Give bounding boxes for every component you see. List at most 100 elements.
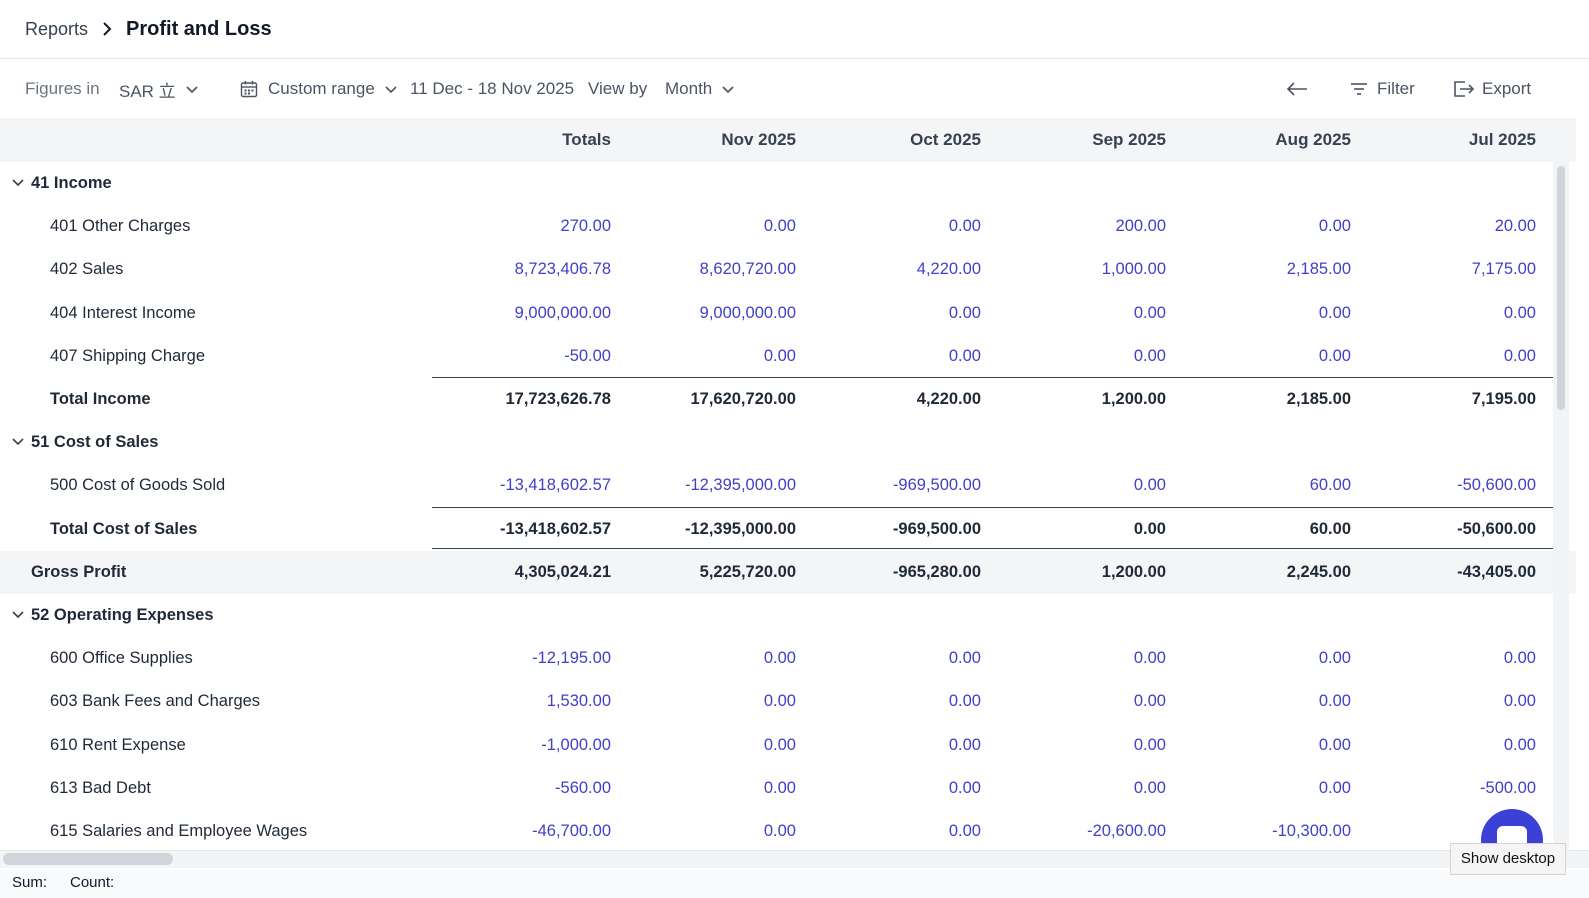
chevron-down-icon (385, 79, 397, 99)
date-range-select[interactable]: Custom range (240, 60, 397, 118)
cell-jul-2025[interactable]: -500.00 (1480, 779, 1536, 797)
table-row: 603 Bank Fees and Charges 1,530.00 0.00 0.0… (0, 680, 1576, 723)
cell-jul-2025[interactable]: 0.00 (1503, 304, 1536, 322)
column-header-jul-2025: Jul 2025 (1468, 130, 1536, 149)
cell-oct-2025: -965,280.00 (892, 563, 981, 581)
cell-aug-2025[interactable]: 2,185.00 (1286, 260, 1351, 278)
cell-totals[interactable]: -560.00 (555, 779, 611, 797)
cell-totals[interactable]: -12,195.00 (532, 649, 611, 667)
figures-in-label: Figures in (25, 60, 100, 118)
cell-oct-2025[interactable]: 0.00 (948, 649, 981, 667)
cell-totals: 17,723,626.78 (505, 390, 611, 408)
cell-nov-2025[interactable]: 0.00 (763, 779, 796, 797)
back-button[interactable] (1285, 60, 1309, 118)
cell-oct-2025[interactable]: 0.00 (948, 217, 981, 235)
cell-totals[interactable]: -50.00 (564, 347, 611, 365)
cell-aug-2025[interactable]: 0.00 (1318, 692, 1351, 710)
cell-aug-2025[interactable]: 0.00 (1318, 304, 1351, 322)
date-range-value[interactable]: 11 Dec - 18 Nov 2025 (410, 60, 574, 118)
cell-sep-2025[interactable]: 0.00 (1133, 304, 1166, 322)
export-button[interactable]: Export (1453, 60, 1531, 118)
cell-nov-2025[interactable]: -12,395,000.00 (684, 476, 796, 494)
cell-aug-2025: 2,185.00 (1286, 390, 1351, 408)
view-by-label: View by (588, 60, 647, 118)
cell-sep-2025[interactable]: 0.00 (1133, 736, 1166, 754)
cell-jul-2025[interactable]: 0.00 (1503, 347, 1536, 365)
cell-jul-2025[interactable]: -50,600.00 (1457, 476, 1536, 494)
horizontal-scrollbar-thumb[interactable] (3, 853, 173, 865)
vertical-scrollbar-thumb[interactable] (1557, 166, 1565, 410)
cell-totals[interactable]: -13,418,602.57 (499, 476, 611, 494)
cell-totals[interactable]: 8,723,406.78 (514, 260, 611, 278)
cell-oct-2025[interactable]: 0.00 (948, 822, 981, 840)
row-label: 404 Interest Income (50, 304, 196, 322)
cell-sep-2025[interactable]: 0.00 (1133, 347, 1166, 365)
row-label: 500 Cost of Goods Sold (50, 476, 226, 494)
row-label: 603 Bank Fees and Charges (50, 692, 261, 710)
cell-sep-2025[interactable]: 0.00 (1133, 779, 1166, 797)
subtotal-rule (432, 507, 1553, 508)
view-by-select[interactable]: Month (665, 60, 734, 118)
cell-totals[interactable]: -1,000.00 (541, 736, 611, 754)
cell-totals[interactable]: 9,000,000.00 (514, 304, 611, 322)
chevron-down-icon[interactable] (11, 608, 25, 622)
filter-button[interactable]: Filter (1350, 60, 1415, 118)
cell-jul-2025[interactable]: 7,175.00 (1471, 260, 1536, 278)
cell-jul-2025[interactable]: 20.00 (1494, 217, 1536, 235)
cell-jul-2025[interactable]: 0.00 (1503, 692, 1536, 710)
row-label: 600 Office Supplies (50, 649, 193, 667)
cell-nov-2025[interactable]: 0.00 (763, 822, 796, 840)
chevron-down-icon[interactable] (11, 176, 25, 190)
cell-aug-2025[interactable]: 60.00 (1309, 476, 1351, 494)
cell-aug-2025[interactable]: 0.00 (1318, 217, 1351, 235)
cell-sep-2025[interactable]: 0.00 (1133, 692, 1166, 710)
currency-select[interactable]: SAR ⽴ (119, 60, 198, 118)
chevron-down-icon[interactable] (11, 435, 25, 449)
cell-nov-2025[interactable]: 0.00 (763, 347, 796, 365)
cell-oct-2025[interactable]: 0.00 (948, 347, 981, 365)
cell-nov-2025[interactable]: 0.00 (763, 736, 796, 754)
cell-oct-2025[interactable]: 0.00 (948, 779, 981, 797)
cell-totals[interactable]: -46,700.00 (532, 822, 611, 840)
cell-nov-2025[interactable]: 0.00 (763, 649, 796, 667)
cell-sep-2025[interactable]: 0.00 (1133, 649, 1166, 667)
cell-sep-2025[interactable]: 200.00 (1115, 217, 1166, 235)
section-row-51-cost-of-sales[interactable]: 51 Cost of Sales (0, 421, 1576, 464)
section-row-41-income[interactable]: 41 Income (0, 162, 1576, 205)
section-row-52-operating-expenses[interactable]: 52 Operating Expenses (0, 594, 1576, 637)
cell-totals: -13,418,602.57 (499, 520, 611, 538)
cell-aug-2025[interactable]: 0.00 (1318, 347, 1351, 365)
table-row: 401 Other Charges 270.00 0.00 0.00 200.00 0.0… (0, 205, 1576, 248)
table-row: 610 Rent Expense -1,000.00 0.00 0.00 0.00 0.0… (0, 724, 1576, 767)
cell-aug-2025[interactable]: 0.00 (1318, 649, 1351, 667)
cell-oct-2025[interactable]: 0.00 (948, 736, 981, 754)
breadcrumb-reports-link[interactable]: Reports (25, 18, 89, 39)
cell-oct-2025[interactable]: -969,500.00 (892, 476, 981, 494)
cell-sep-2025[interactable]: 0.00 (1133, 476, 1166, 494)
cell-totals[interactable]: 1,530.00 (546, 692, 611, 710)
horizontal-scrollbar-track[interactable] (0, 850, 1589, 868)
cell-sep-2025[interactable]: -20,600.00 (1087, 822, 1166, 840)
cell-aug-2025[interactable]: 0.00 (1318, 779, 1351, 797)
cell-oct-2025: 4,220.00 (916, 390, 981, 408)
cell-aug-2025[interactable]: 0.00 (1318, 736, 1351, 754)
report-table-body: 41 Income 401 Other Charges 270.00 0.00 0.00… (0, 162, 1576, 850)
cell-nov-2025[interactable]: 0.00 (763, 217, 796, 235)
table-row: Total Cost of Sales -13,418,602.57 -12,395… (0, 508, 1576, 551)
cell-nov-2025[interactable]: 9,000,000.00 (699, 304, 796, 322)
cell-oct-2025: -969,500.00 (892, 520, 981, 538)
cell-oct-2025[interactable]: 0.00 (948, 304, 981, 322)
cell-jul-2025[interactable]: 0.00 (1503, 736, 1536, 754)
cell-oct-2025[interactable]: 0.00 (948, 692, 981, 710)
cell-nov-2025[interactable]: 8,620,720.00 (699, 260, 796, 278)
row-label: Total Income (50, 390, 151, 408)
table-row: 407 Shipping Charge -50.00 0.00 0.00 0.00 0.0… (0, 335, 1576, 378)
cell-nov-2025[interactable]: 0.00 (763, 692, 796, 710)
cell-totals[interactable]: 270.00 (560, 217, 611, 235)
column-header-aug-2025: Aug 2025 (1275, 130, 1351, 149)
subtotal-rule (432, 377, 1553, 378)
cell-aug-2025[interactable]: -10,300.00 (1272, 822, 1351, 840)
cell-oct-2025[interactable]: 4,220.00 (916, 260, 981, 278)
cell-jul-2025[interactable]: 0.00 (1503, 649, 1536, 667)
cell-sep-2025[interactable]: 1,000.00 (1101, 260, 1166, 278)
